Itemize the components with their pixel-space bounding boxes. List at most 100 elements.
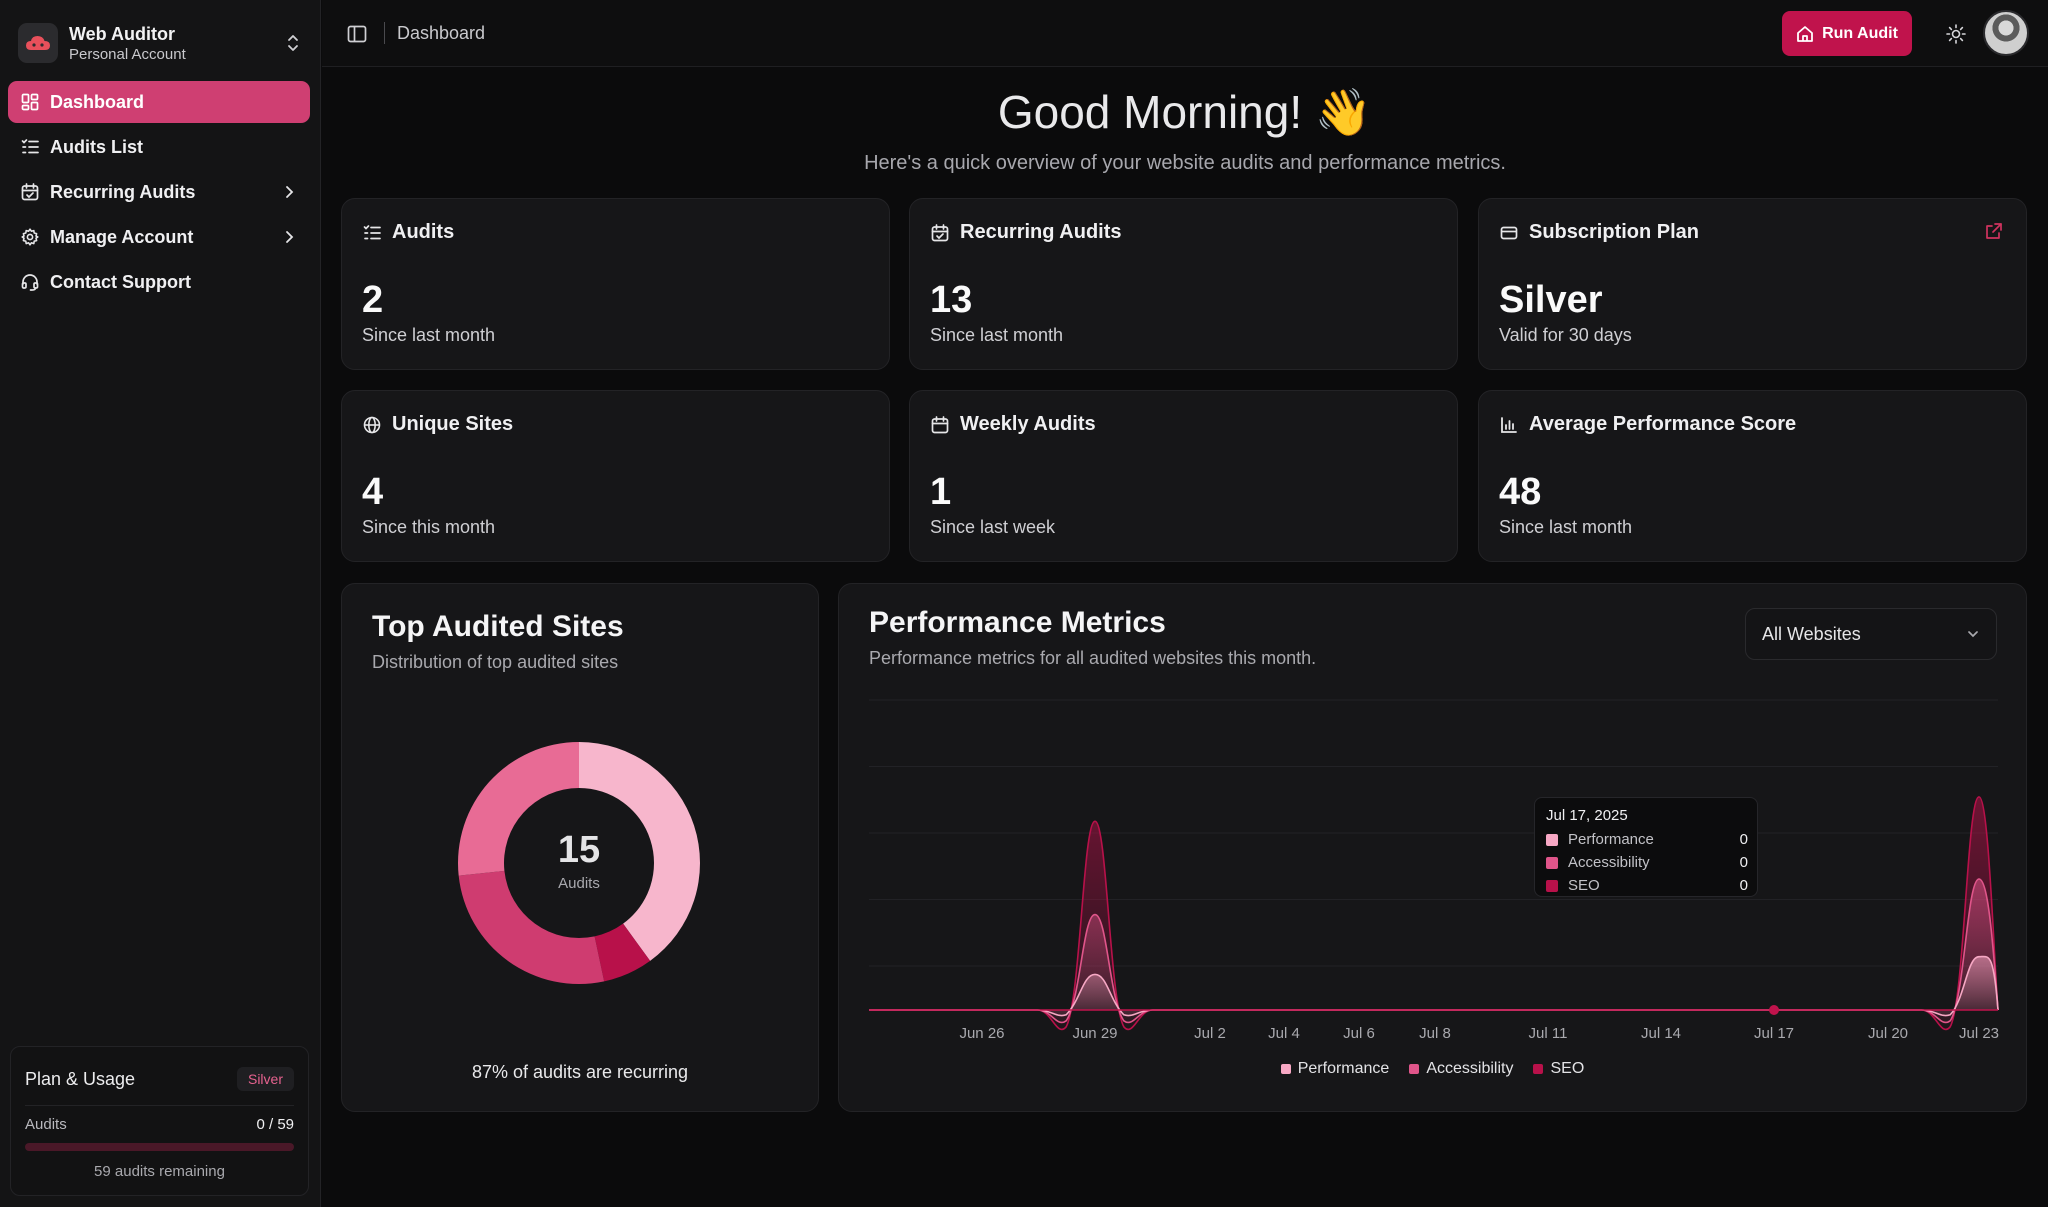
area-fill-seo <box>869 796 1998 1030</box>
tooltip-value: 0 <box>1739 877 1748 894</box>
sidebar-toggle-icon[interactable] <box>346 23 368 45</box>
performance-metrics-card: Performance Metrics Performance metrics … <box>838 583 2027 1112</box>
x-tick-label: Jul 4 <box>1268 1025 1300 1042</box>
run-audit-button[interactable]: Run Audit <box>1782 11 1912 56</box>
legend-swatch <box>1533 1064 1544 1074</box>
stat-subtitle: Since last week <box>930 517 1056 537</box>
x-tick-label: Jul 2 <box>1194 1025 1226 1042</box>
legend-item-seo[interactable]: SEO <box>1533 1060 1584 1078</box>
stat-value: 1 <box>930 471 952 513</box>
topbar-divider <box>384 22 385 44</box>
chevron-right-icon <box>280 185 298 199</box>
x-tick-label: Jun 29 <box>1072 1025 1117 1042</box>
stat-title: Recurring Audits <box>960 221 1122 243</box>
x-tick-label: Jul 14 <box>1641 1025 1681 1042</box>
card-subtitle: Performance metrics for all audited webs… <box>869 648 1317 668</box>
cloud-logo-icon <box>18 23 58 63</box>
calendar-icon <box>930 415 950 435</box>
headset-icon <box>20 272 40 292</box>
calendar-check-icon <box>930 223 950 243</box>
legend-swatch <box>1280 1064 1291 1074</box>
x-tick-label: Jul 20 <box>1868 1025 1908 1042</box>
tooltip-label: Performance <box>1568 831 1654 848</box>
breadcrumb[interactable]: Dashboard <box>397 23 486 43</box>
tooltip-row: Accessibility 0 <box>1546 854 1748 871</box>
performance-area-chart: Jun 26 Jun 29 Jul 2 Jul 4 Jul 6 Jul 8 Jul 11 Ju… <box>869 699 1999 1042</box>
list-icon <box>20 137 40 157</box>
home-icon <box>1796 25 1814 43</box>
tooltip-value: 0 <box>1739 831 1748 848</box>
highlight-point[interactable] <box>1769 1005 1779 1015</box>
greeting: Good Morning! 👋 Here's a quick overview … <box>322 82 2048 175</box>
stat-title: Subscription Plan <box>1529 221 1700 243</box>
legend-item-accessibility[interactable]: Accessibility <box>1409 1060 1513 1078</box>
plan-divider <box>25 1105 294 1106</box>
plan-usage-card: Plan & Usage Silver Audits 0 / 59 59 aud… <box>10 1046 309 1196</box>
gear-icon <box>20 227 40 247</box>
sidebar: Web Auditor Personal Account Dashboard A… <box>0 0 321 1207</box>
plan-audits-label: Audits <box>25 1116 67 1133</box>
tooltip-row: SEO 0 <box>1546 877 1748 894</box>
donut-slice[interactable] <box>579 742 700 961</box>
sun-icon[interactable] <box>1944 22 1968 46</box>
area-line-accessibility <box>869 878 1999 1024</box>
plan-usage-bar <box>25 1143 294 1151</box>
plan-remaining: 59 audits remaining <box>94 1163 225 1180</box>
avatar[interactable] <box>1983 10 2029 56</box>
legend-label: SEO <box>1550 1060 1585 1077</box>
chevron-right-icon <box>280 230 298 244</box>
x-tick-label: Jul 23 <box>1959 1025 1999 1042</box>
run-audit-label: Run Audit <box>1822 24 1898 42</box>
chevrons-up-down-icon[interactable] <box>282 33 304 53</box>
stat-card-average-performance: Average Performance Score 48 Since last … <box>1478 390 2027 562</box>
stat-value: 4 <box>362 471 384 513</box>
legend-swatch <box>1546 856 1558 869</box>
sidebar-item-dashboard[interactable]: Dashboard <box>8 81 310 123</box>
bar-chart-icon <box>1499 415 1519 435</box>
account-switcher[interactable]: Web Auditor Personal Account <box>18 20 304 66</box>
sidebar-item-recurring-audits[interactable]: Recurring Audits <box>8 171 310 213</box>
plan-title: Plan & Usage <box>25 1068 136 1089</box>
stat-subtitle: Since this month <box>362 517 496 537</box>
brand-name: Web Auditor <box>69 23 175 44</box>
sidebar-nav: Dashboard Audits List Recurring Audits M… <box>8 81 310 306</box>
donut-center-value: 15 <box>557 829 601 871</box>
topbar: Dashboard Run Audit <box>322 0 2048 67</box>
x-tick-label: Jun 26 <box>959 1025 1004 1042</box>
stat-subtitle: Since last month <box>362 325 496 345</box>
sidebar-item-audits-list[interactable]: Audits List <box>8 126 310 168</box>
x-tick-label: Jul 6 <box>1343 1025 1375 1042</box>
card-title: Performance Metrics <box>869 606 1166 639</box>
stat-card-subscription-plan: Subscription Plan Silver Valid for 30 da… <box>1478 198 2027 370</box>
stat-value: Silver <box>1499 279 1603 321</box>
stat-value: 2 <box>362 279 384 321</box>
donut-slice[interactable] <box>458 742 579 876</box>
x-tick-label: Jul 8 <box>1419 1025 1451 1042</box>
tooltip-row: Performance 0 <box>1546 831 1748 848</box>
greeting-subtitle: Here's a quick overview of your website … <box>864 152 1506 174</box>
card-title: Top Audited Sites <box>372 610 624 643</box>
donut-slice[interactable] <box>458 870 605 984</box>
sidebar-item-label: Audits List <box>50 136 143 157</box>
area-fill-performance <box>869 956 1998 1016</box>
stat-card-recurring-audits: Recurring Audits 13 Since last month <box>909 198 1458 370</box>
chevron-down-icon <box>1966 629 1980 639</box>
legend-swatch <box>1409 1064 1420 1074</box>
sidebar-item-label: Manage Account <box>50 226 194 247</box>
legend-swatch <box>1546 833 1558 846</box>
chart-tooltip: Jul 17, 2025 Performance 0 Accessibility… <box>1534 797 1758 897</box>
sidebar-item-label: Contact Support <box>50 271 191 292</box>
stat-title: Unique Sites <box>392 413 514 435</box>
x-tick-label: Jul 11 <box>1529 1025 1568 1042</box>
top-audited-sites-card: Top Audited Sites Distribution of top au… <box>341 583 819 1112</box>
legend-item-performance[interactable]: Performance <box>1280 1060 1389 1078</box>
sidebar-item-contact-support[interactable]: Contact Support <box>8 261 310 303</box>
stat-card-weekly-audits: Weekly Audits 1 Since last week <box>909 390 1458 562</box>
stat-subtitle: Since last month <box>1499 517 1633 537</box>
website-select[interactable]: All Websites <box>1745 608 1997 660</box>
donut-slice[interactable] <box>594 923 651 982</box>
donut-chart <box>458 742 700 984</box>
sidebar-item-manage-account[interactable]: Manage Account <box>8 216 310 258</box>
external-link-icon[interactable] <box>1984 221 2006 243</box>
donut-center-label: Audits <box>558 875 600 892</box>
